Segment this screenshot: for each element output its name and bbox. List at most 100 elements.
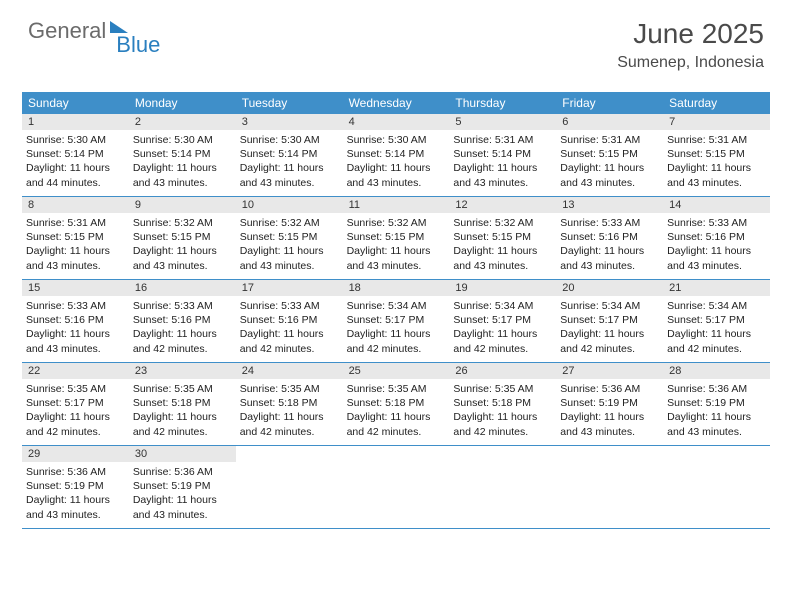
empty-cell: [556, 446, 663, 528]
week-row: 15Sunrise: 5:33 AMSunset: 5:16 PMDayligh…: [22, 280, 770, 363]
weekday-header: Thursday: [449, 92, 556, 114]
day-cell: 16Sunrise: 5:33 AMSunset: 5:16 PMDayligh…: [129, 280, 236, 362]
day-number-bar: 13: [556, 197, 663, 213]
sunset-line: Sunset: 5:16 PM: [240, 313, 339, 327]
week-row: 1Sunrise: 5:30 AMSunset: 5:14 PMDaylight…: [22, 114, 770, 197]
sunrise-line: Sunrise: 5:33 AM: [240, 299, 339, 313]
sunset-line: Sunset: 5:15 PM: [240, 230, 339, 244]
sunrise-line: Sunrise: 5:30 AM: [240, 133, 339, 147]
day-cell: 17Sunrise: 5:33 AMSunset: 5:16 PMDayligh…: [236, 280, 343, 362]
day-number: 28: [669, 365, 764, 377]
day-number: 8: [28, 199, 123, 211]
day-number: 7: [669, 116, 764, 128]
week-row: 22Sunrise: 5:35 AMSunset: 5:17 PMDayligh…: [22, 363, 770, 446]
daylight-line-1: Daylight: 11 hours: [133, 161, 232, 175]
daylight-line-2: and 42 minutes.: [133, 425, 232, 439]
day-cell: 23 Sunrise: 5:35 AMSunset: 5:18 PMDayligh…: [129, 363, 236, 445]
day-number: 17: [242, 282, 337, 294]
day-number-bar: 27: [556, 363, 663, 379]
daylight-line-2: and 43 minutes.: [667, 425, 766, 439]
day-cell: 13 Sunrise: 5:33 AMSunset: 5:16 PMDayligh…: [556, 197, 663, 279]
day-number: 2: [135, 116, 230, 128]
weekday-header: Wednesday: [343, 92, 450, 114]
daylight-line-2: and 43 minutes.: [26, 342, 125, 356]
week-row: 8Sunrise: 5:31 AMSunset: 5:15 PMDaylight…: [22, 197, 770, 280]
day-number-bar: 23: [129, 363, 236, 379]
daylight-line-1: Daylight: 11 hours: [26, 493, 125, 507]
sunset-line: Sunset: 5:16 PM: [133, 313, 232, 327]
daylight-line-1: Daylight: 11 hours: [133, 244, 232, 258]
day-number: 1: [28, 116, 123, 128]
sunrise-line: Sunrise: 5:31 AM: [453, 133, 552, 147]
sunset-line: Sunset: 5:18 PM: [240, 396, 339, 410]
weekday-header: Friday: [556, 92, 663, 114]
daylight-line-1: Daylight: 11 hours: [453, 161, 552, 175]
daylight-line-2: and 42 minutes.: [453, 425, 552, 439]
weekday-header: Monday: [129, 92, 236, 114]
day-number: 23: [135, 365, 230, 377]
day-number: 27: [562, 365, 657, 377]
day-cell: 5Sunrise: 5:31 AMSunset: 5:14 PMDaylight…: [449, 114, 556, 196]
day-cell: 4Sunrise: 5:30 AMSunset: 5:14 PMDaylight…: [343, 114, 450, 196]
sunrise-line: Sunrise: 5:32 AM: [453, 216, 552, 230]
day-number-bar: 6: [556, 114, 663, 130]
sunset-line: Sunset: 5:17 PM: [26, 396, 125, 410]
daylight-line-1: Daylight: 11 hours: [453, 244, 552, 258]
day-number: 9: [135, 199, 230, 211]
sunset-line: Sunset: 5:17 PM: [347, 313, 446, 327]
sunrise-line: Sunrise: 5:34 AM: [667, 299, 766, 313]
daylight-line-1: Daylight: 11 hours: [133, 410, 232, 424]
day-cell: 22Sunrise: 5:35 AMSunset: 5:17 PMDayligh…: [22, 363, 129, 445]
sunrise-line: Sunrise: 5:35 AM: [26, 382, 125, 396]
empty-cell: [449, 446, 556, 528]
day-number: 24: [242, 365, 337, 377]
day-cell: 8Sunrise: 5:31 AMSunset: 5:15 PMDaylight…: [22, 197, 129, 279]
logo-text-blue: Blue: [116, 32, 160, 58]
daylight-line-2: and 43 minutes.: [347, 259, 446, 273]
sunset-line: Sunset: 5:15 PM: [347, 230, 446, 244]
daylight-line-1: Daylight: 11 hours: [560, 244, 659, 258]
sunrise-line: Sunrise: 5:33 AM: [133, 299, 232, 313]
daylight-line-1: Daylight: 11 hours: [26, 327, 125, 341]
day-cell: 10Sunrise: 5:32 AMSunset: 5:15 PMDayligh…: [236, 197, 343, 279]
day-cell: 14Sunrise: 5:33 AMSunset: 5:16 PMDayligh…: [663, 197, 770, 279]
daylight-line-1: Daylight: 11 hours: [347, 410, 446, 424]
day-number: 12: [455, 199, 550, 211]
sunrise-line: Sunrise: 5:33 AM: [560, 216, 659, 230]
day-number-bar: 18: [343, 280, 450, 296]
page-header: General Blue June 2025 Sumenep, Indonesi…: [0, 0, 792, 80]
day-number-bar: 2: [129, 114, 236, 130]
day-number: 6: [562, 116, 657, 128]
day-number: 15: [28, 282, 123, 294]
daylight-line-1: Daylight: 11 hours: [240, 410, 339, 424]
sunset-line: Sunset: 5:16 PM: [560, 230, 659, 244]
daylight-line-1: Daylight: 11 hours: [26, 244, 125, 258]
day-number-bar: 17: [236, 280, 343, 296]
day-number: 21: [669, 282, 764, 294]
day-number-bar: 10: [236, 197, 343, 213]
day-cell: 24Sunrise: 5:35 AMSunset: 5:18 PMDayligh…: [236, 363, 343, 445]
daylight-line-1: Daylight: 11 hours: [667, 161, 766, 175]
sunrise-line: Sunrise: 5:36 AM: [667, 382, 766, 396]
sunset-line: Sunset: 5:16 PM: [26, 313, 125, 327]
day-cell: 25Sunrise: 5:35 AMSunset: 5:18 PMDayligh…: [343, 363, 450, 445]
weeks-container: 1Sunrise: 5:30 AMSunset: 5:14 PMDaylight…: [22, 114, 770, 529]
day-cell: 20Sunrise: 5:34 AMSunset: 5:17 PMDayligh…: [556, 280, 663, 362]
day-number: 10: [242, 199, 337, 211]
day-number-bar: 5: [449, 114, 556, 130]
daylight-line-2: and 42 minutes.: [240, 425, 339, 439]
daylight-line-1: Daylight: 11 hours: [26, 161, 125, 175]
sunrise-line: Sunrise: 5:30 AM: [133, 133, 232, 147]
day-cell: 19Sunrise: 5:34 AMSunset: 5:17 PMDayligh…: [449, 280, 556, 362]
sunrise-line: Sunrise: 5:35 AM: [133, 382, 232, 396]
day-number-bar: 20: [556, 280, 663, 296]
sunset-line: Sunset: 5:18 PM: [133, 396, 232, 410]
day-number: 22: [28, 365, 123, 377]
day-number: 25: [349, 365, 444, 377]
empty-cell: [343, 446, 450, 528]
sunrise-line: Sunrise: 5:32 AM: [133, 216, 232, 230]
daylight-line-2: and 42 minutes.: [26, 425, 125, 439]
day-number-bar: 1: [22, 114, 129, 130]
sunset-line: Sunset: 5:18 PM: [453, 396, 552, 410]
empty-cell: [663, 446, 770, 528]
